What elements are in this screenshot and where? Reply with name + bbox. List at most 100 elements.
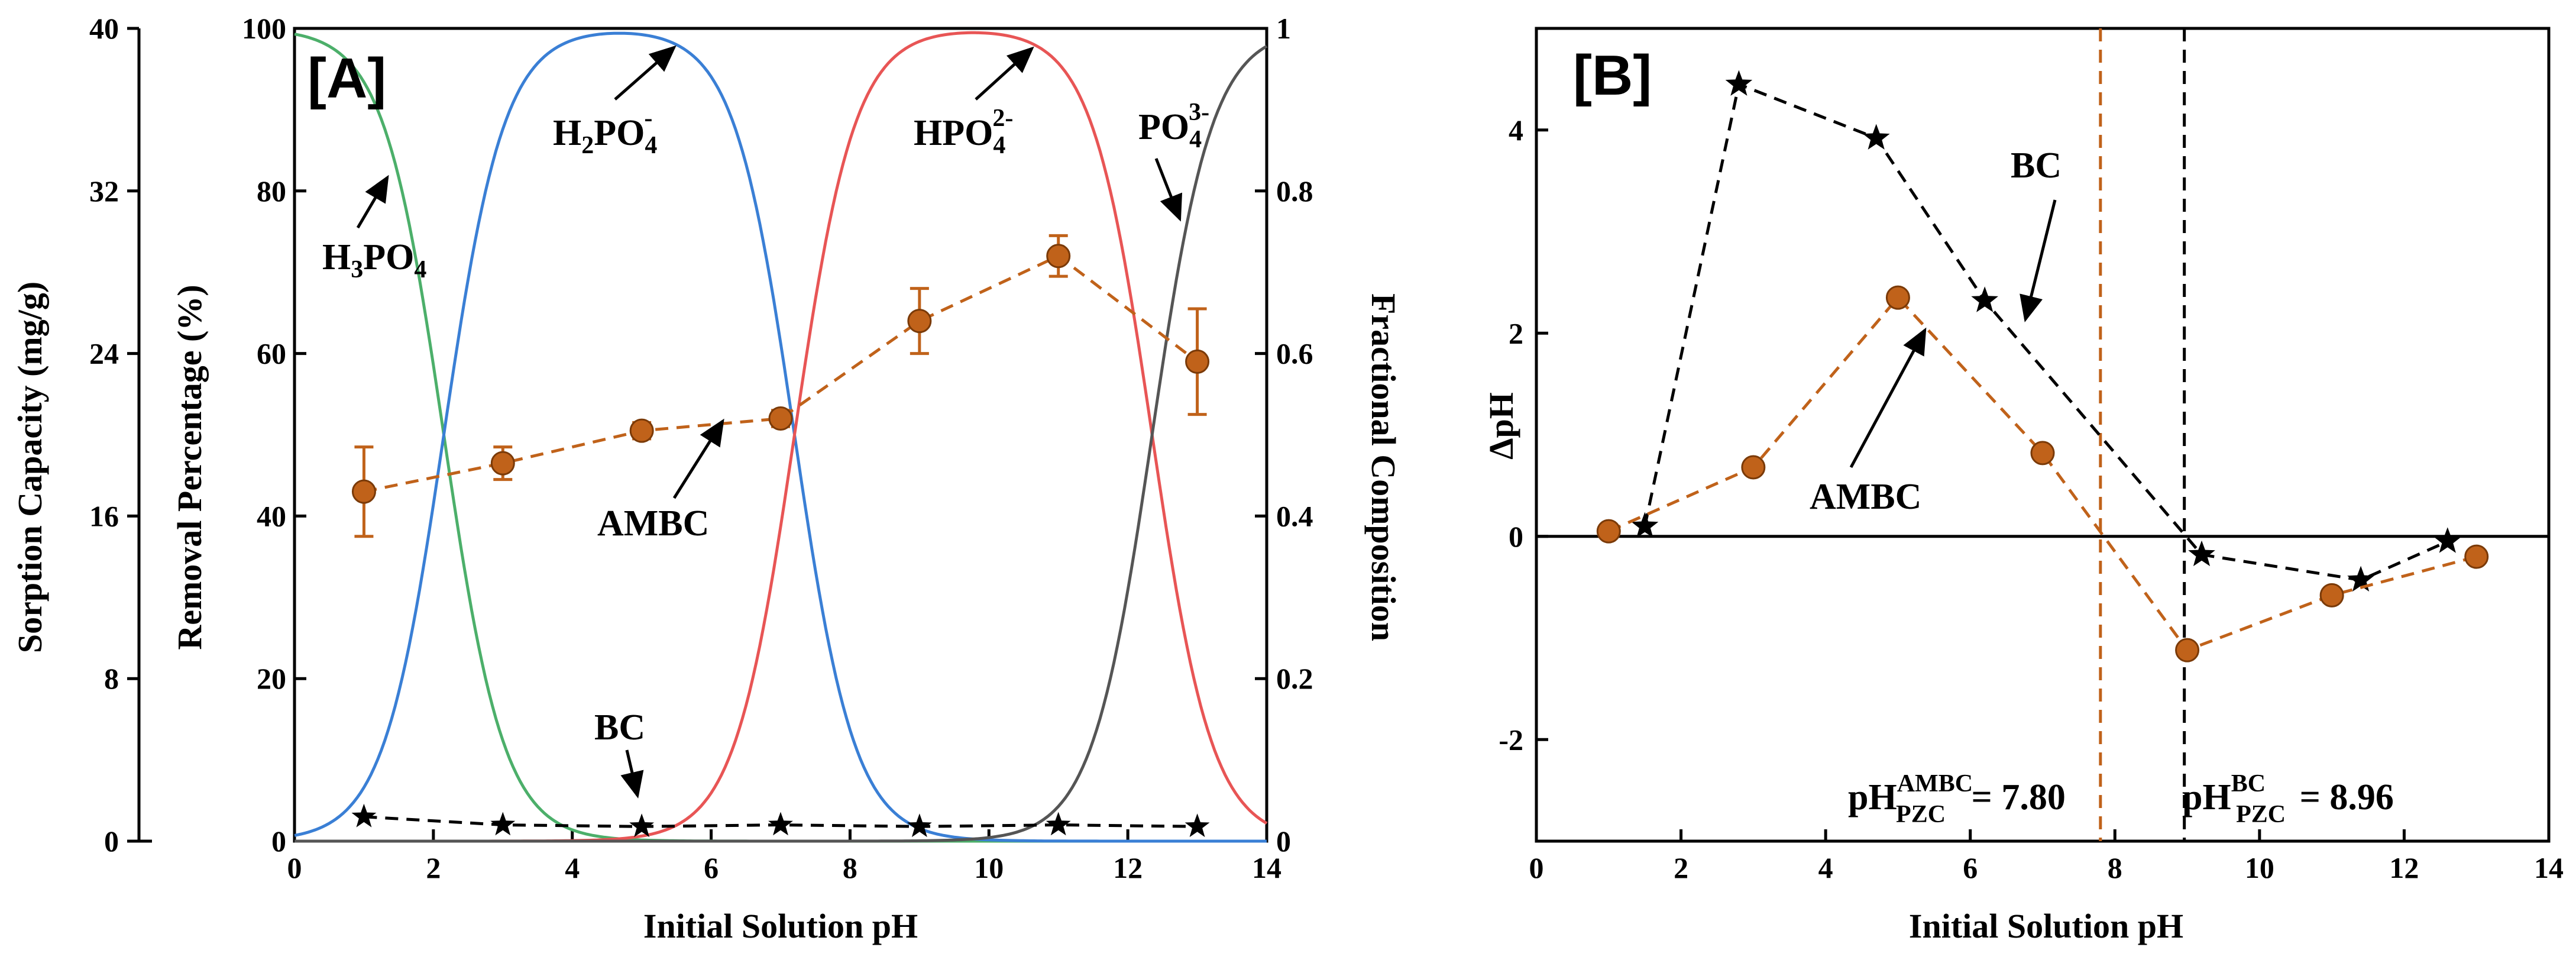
panel-a: 0 2 4 6 8 10 12 1402040608010000.20.40.60.81081… — [11, 12, 1403, 945]
panel-a-series — [351, 234, 1210, 838]
x-tick-label: 2 — [426, 851, 441, 884]
speciation-curve-h3po4 — [294, 33, 1267, 843]
x-tick-label: 14 — [2534, 851, 2564, 884]
ambc-delta-ph-point — [2319, 583, 2344, 607]
panel-a-label: [A] — [308, 47, 386, 110]
bc-label-a: BC — [594, 707, 645, 748]
x-tick-label: 4 — [1818, 851, 1833, 884]
panel-b-series — [1596, 70, 2489, 663]
panel-b-label: [B] — [1573, 44, 1652, 107]
fraction-tick-label: 0.4 — [1276, 499, 1313, 532]
removal-tick-label: 60 — [257, 337, 286, 370]
ambc-removal-point — [907, 309, 932, 334]
speciation-curve-po43 — [295, 44, 1268, 843]
bc-removal-point — [490, 812, 516, 836]
pzc-bc-label: pHBC PZC = 8.96 — [2182, 770, 2394, 828]
sorption-axis-label: Sorption Capacity (mg/g) — [11, 282, 49, 653]
ambc-delta-ph-point — [1741, 455, 1766, 480]
bc-removal-point — [768, 812, 793, 836]
fraction-tick-label: 0 — [1276, 825, 1291, 858]
po4-arrow — [1154, 158, 1183, 222]
panel-b-axes: 0 2 4 6 8 10 12 14 -2 0 2 4 — [1499, 27, 2564, 884]
bc-delta-ph-point — [2347, 565, 2374, 592]
sorption-tick-label: 16 — [89, 499, 119, 532]
x-tick-label: 12 — [2389, 851, 2419, 884]
fraction-tick-label: 1 — [1276, 12, 1291, 45]
ambc-delta-ph-point — [1885, 285, 1910, 310]
ambc-removal-point — [1185, 349, 1210, 374]
panel-a-x-axis-label: Initial Solution pH — [643, 907, 918, 945]
removal-tick-label: 40 — [257, 499, 286, 532]
panel-b-x-axis-label: Initial Solution pH — [1909, 907, 2183, 945]
speciation-curve-h2po4 — [294, 31, 1267, 843]
x-tick-label: 8 — [2108, 851, 2122, 884]
h2po4-label: H2PO4- — [553, 105, 657, 159]
bc-delta-ph-point — [2188, 540, 2215, 567]
h3po4-arrow — [356, 174, 389, 229]
x-tick-label: 12 — [1113, 851, 1143, 884]
bc-removal-point — [629, 813, 655, 838]
x-tick-label: 6 — [1963, 851, 1978, 884]
bc-removal-point — [1185, 813, 1210, 838]
bc-delta-ph-point — [1862, 124, 1890, 150]
h3po4-label: H3PO4 — [322, 237, 426, 283]
h2po4-arrow — [614, 45, 677, 101]
y-tick-label: 0 — [1509, 520, 1523, 553]
panel-b: 0 2 4 6 8 10 12 14 -2 0 2 4 [B] ΔpH Initial Solutio… — [1482, 27, 2564, 945]
bc-delta-ph-point — [1971, 286, 1998, 312]
panel-a-axes: 0 2 4 6 8 10 12 1402040608010000.20.40.60.81081… — [89, 12, 1313, 884]
sorption-tick-label: 24 — [89, 337, 119, 370]
ambc-label-a: AMBC — [597, 503, 709, 544]
fraction-axis-label: Fractional Composition — [1364, 293, 1403, 641]
x-tick-label: 4 — [565, 851, 580, 884]
x-tick-label: 10 — [974, 851, 1004, 884]
pzc-ambc-label: pHAMBC PZC = 7.80 — [1848, 770, 2066, 828]
ambc-removal-point — [490, 451, 515, 476]
bc-arrow-b — [2020, 199, 2057, 322]
ambc-removal-point — [351, 479, 376, 504]
ambc-delta-ph-point — [1596, 519, 1621, 544]
y-tick-label: 4 — [1509, 114, 1523, 147]
x-tick-label: 2 — [1674, 851, 1688, 884]
removal-tick-label: 0 — [271, 825, 286, 858]
panel-b-frame — [1535, 27, 2551, 843]
bc-removal-point — [907, 813, 932, 838]
x-tick-label: 14 — [1252, 851, 1281, 884]
ambc-delta-ph-point — [2030, 441, 2055, 466]
ambc-delta-ph-point — [2175, 638, 2200, 663]
removal-tick-label: 80 — [257, 174, 286, 208]
panel-a-frame — [293, 27, 1268, 843]
y-tick-label: 2 — [1509, 316, 1523, 350]
y-tick-label: -2 — [1499, 723, 1523, 756]
speciation-curves — [294, 31, 1268, 843]
ambc-removal-line — [363, 254, 1199, 493]
bc-removal-point — [1046, 812, 1071, 836]
ambc-delta-ph-point — [2464, 544, 2489, 569]
ambc-removal-point — [629, 418, 654, 443]
po4-label: PO43- — [1138, 99, 1209, 153]
removal-tick-label: 100 — [242, 12, 286, 45]
sorption-tick-label: 0 — [104, 825, 119, 858]
x-tick-label: 10 — [2245, 851, 2274, 884]
bc-label-b: BC — [2011, 146, 2062, 186]
fraction-tick-label: 0.2 — [1276, 662, 1313, 695]
x-tick-label: 0 — [287, 851, 302, 884]
sorption-tick-label: 40 — [89, 12, 119, 45]
x-tick-label: 6 — [704, 851, 719, 884]
hpo4-label: HPO42- — [914, 105, 1013, 159]
bc-delta-ph-point — [2434, 527, 2461, 553]
bc-removal-point — [351, 803, 377, 828]
bc-arrow-a — [620, 749, 644, 799]
delta-ph-axis-label: ΔpH — [1482, 392, 1520, 460]
speciation-curve-hpo42 — [295, 31, 1268, 843]
ambc-arrow-b — [1849, 327, 1927, 468]
sorption-tick-label: 32 — [89, 174, 119, 208]
ambc-arrow-a — [672, 418, 724, 499]
ambc-label-b: AMBC — [1810, 477, 1921, 517]
ambc-removal-point — [768, 406, 793, 431]
x-tick-label: 8 — [843, 851, 857, 884]
sorption-tick-label: 8 — [104, 662, 119, 695]
x-tick-label: 0 — [1529, 851, 1544, 884]
ambc-delta-ph-line — [1608, 295, 2477, 652]
ambc-removal-point — [1046, 244, 1071, 269]
